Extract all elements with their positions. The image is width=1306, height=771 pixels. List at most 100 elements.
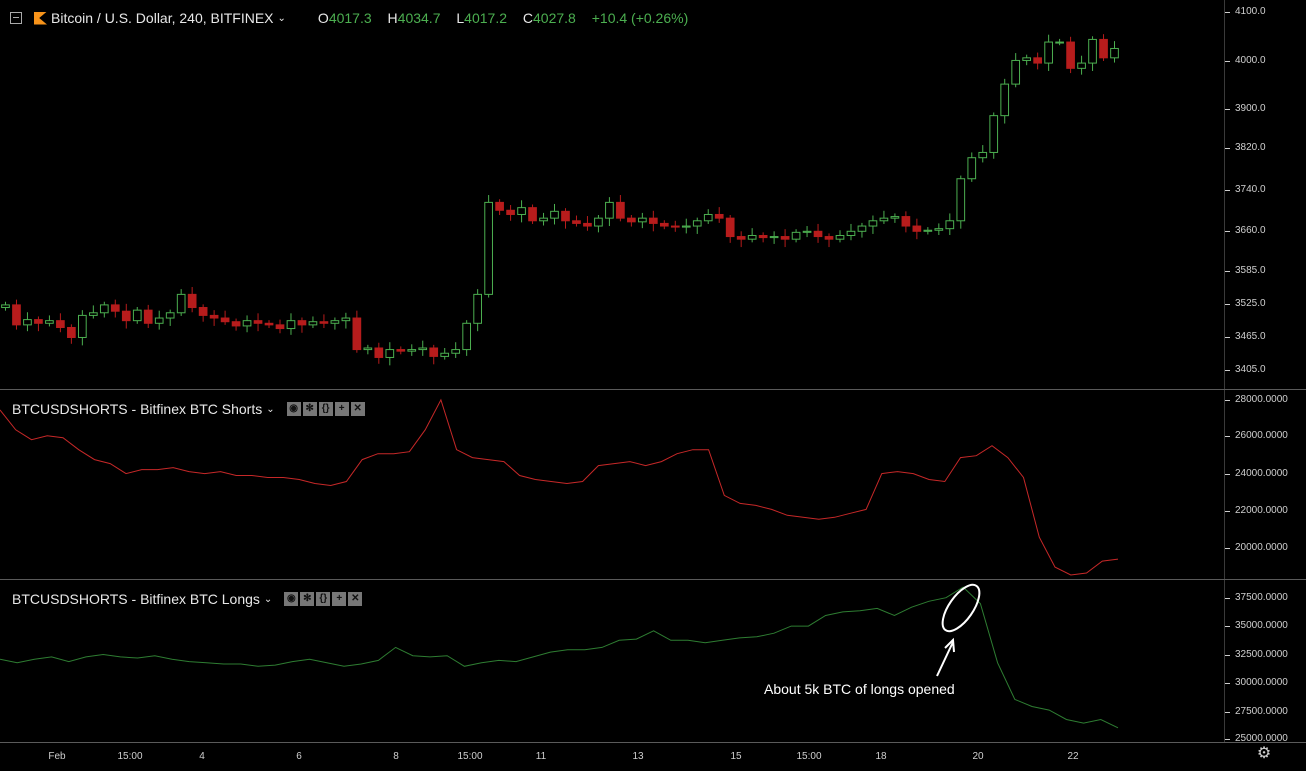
- close-value: 4027.8: [533, 10, 576, 26]
- candle-body: [330, 320, 340, 324]
- candle-body: [154, 317, 164, 324]
- candle-body: [1088, 38, 1097, 64]
- longs-legend: BTCUSDSHORTS - Bitfinex BTC Longs ⌄ ◉ ✻{}…: [12, 591, 364, 607]
- price-tick: 4100.0: [1225, 6, 1266, 17]
- candle-body: [176, 293, 186, 314]
- low-label: L: [456, 10, 465, 26]
- longs-tick: 35000.0000: [1225, 620, 1288, 631]
- candle-body: [835, 235, 845, 240]
- candle-body: [561, 210, 570, 222]
- pane-divider[interactable]: [0, 579, 1306, 580]
- chevron-down-icon[interactable]: ⌄: [263, 593, 273, 605]
- high-label: H: [387, 10, 398, 26]
- candle-body: [451, 349, 461, 354]
- shorts-tick: 20000.0000: [1225, 542, 1288, 553]
- price-axis[interactable]: 4100.0 4000.0 3900.0 3820.0 3740.0 3660.…: [1224, 0, 1306, 389]
- price-tick: 3465.0: [1225, 331, 1266, 342]
- candle-body: [506, 209, 515, 215]
- candle-body: [363, 347, 373, 351]
- time-tick: 18: [875, 751, 887, 762]
- candle-body: [1099, 38, 1108, 59]
- candle-body: [220, 317, 230, 323]
- longs-tick: 32500.0000: [1225, 649, 1288, 660]
- candle-body: [648, 217, 658, 224]
- price-tick: 4000.0: [1225, 55, 1266, 66]
- price-tick: 3740.0: [1225, 184, 1266, 195]
- candle-body: [692, 220, 702, 227]
- candle-body: [956, 178, 966, 222]
- visibility-icon[interactable]: ◉: [284, 592, 299, 606]
- open-label: O: [317, 10, 329, 26]
- longs-axis[interactable]: 37500.0000 35000.0000 32500.0000 30000.0…: [1224, 580, 1306, 744]
- candle-body: [78, 314, 87, 338]
- chevron-down-icon[interactable]: ⌄: [266, 403, 275, 415]
- candle-body: [758, 235, 768, 239]
- shorts-indicator-pane[interactable]: BTCUSDSHORTS - Bitfinex BTC Shorts ⌄ ◉ ✻{…: [0, 390, 1224, 579]
- collapse-icon[interactable]: [10, 12, 22, 24]
- candle-body: [341, 317, 351, 322]
- candle-body: [1022, 57, 1032, 61]
- visibility-icon[interactable]: ◉: [286, 402, 301, 416]
- candle-body: [627, 217, 636, 223]
- candle-body: [23, 319, 32, 326]
- candle-body: [1011, 59, 1021, 85]
- annotation-ellipse[interactable]: [936, 580, 987, 637]
- chevron-down-icon[interactable]: ⌄: [277, 12, 286, 24]
- change-value: +10.4 (+0.26%): [591, 10, 689, 26]
- candle-body: [110, 304, 120, 312]
- pane-divider[interactable]: [0, 389, 1306, 390]
- candle-body: [1033, 57, 1042, 64]
- longs-indicator-pane[interactable]: BTCUSDSHORTS - Bitfinex BTC Longs ⌄ ◉ ✻{}…: [0, 580, 1224, 742]
- settings-gear-icon[interactable]: ⚙: [1256, 745, 1272, 762]
- close-label: C: [522, 10, 534, 26]
- source-code-icon[interactable]: {}: [316, 592, 331, 606]
- shorts-axis[interactable]: 28000.0000 26000.0000 24000.0000 22000.0…: [1224, 390, 1306, 579]
- more-icon[interactable]: +: [334, 402, 349, 416]
- time-tick: 8: [393, 751, 399, 762]
- candle-body: [462, 322, 472, 351]
- candle-body: [319, 321, 329, 324]
- candle-body: [385, 349, 395, 358]
- time-tick: 4: [199, 751, 205, 762]
- candle-body: [407, 349, 417, 352]
- candle-body: [209, 314, 219, 319]
- close-icon[interactable]: ✕: [350, 402, 365, 416]
- candle-body: [484, 201, 493, 295]
- candle-body: [67, 326, 76, 338]
- longs-legend-label[interactable]: BTCUSDSHORTS - Bitfinex BTC Longs: [12, 591, 260, 607]
- price-chart-pane[interactable]: Bitcoin / U.S. Dollar, 240, BITFINEX ⌄ O…: [0, 0, 1224, 389]
- shorts-legend-label[interactable]: BTCUSDSHORTS - Bitfinex BTC Shorts: [12, 401, 263, 417]
- annotation-arrowhead: [944, 637, 955, 653]
- price-tick: 3900.0: [1225, 103, 1266, 114]
- price-tick: 3660.0: [1225, 225, 1266, 236]
- candle-body: [605, 201, 614, 219]
- candle-body: [231, 321, 241, 327]
- candle-body: [165, 312, 175, 319]
- candle-body: [714, 213, 724, 219]
- candle-body: [1044, 41, 1053, 64]
- candle-body: [967, 157, 977, 180]
- more-icon[interactable]: +: [332, 592, 347, 606]
- annotation-arrow[interactable]: [936, 641, 954, 677]
- candle-body: [143, 309, 153, 324]
- time-tick: 15:00: [796, 751, 822, 762]
- symbol-title[interactable]: Bitcoin / U.S. Dollar, 240, BITFINEX: [51, 10, 274, 26]
- candle-body: [1066, 41, 1075, 69]
- close-icon[interactable]: ✕: [348, 592, 363, 606]
- annotation-text[interactable]: About 5k BTC of longs opened: [764, 681, 955, 697]
- gear-icon[interactable]: ✻: [302, 402, 317, 416]
- gear-icon[interactable]: ✻: [300, 592, 315, 606]
- candle-body: [242, 320, 252, 327]
- candle-body: [583, 222, 592, 227]
- open-value: 4017.3: [328, 10, 372, 26]
- candle-body: [572, 220, 581, 224]
- candle-body: [857, 225, 867, 232]
- candle-body: [681, 225, 691, 228]
- shorts-tick: 28000.0000: [1225, 394, 1288, 405]
- price-tick: 3405.0: [1225, 364, 1266, 375]
- candle-body: [121, 310, 131, 322]
- candle-body: [901, 216, 911, 227]
- source-code-icon[interactable]: {}: [318, 402, 333, 416]
- candle-body: [1110, 47, 1119, 59]
- time-axis[interactable]: Feb 15:00 4 6 8 15:00 11 13 15 15:00 18 …: [0, 743, 1224, 771]
